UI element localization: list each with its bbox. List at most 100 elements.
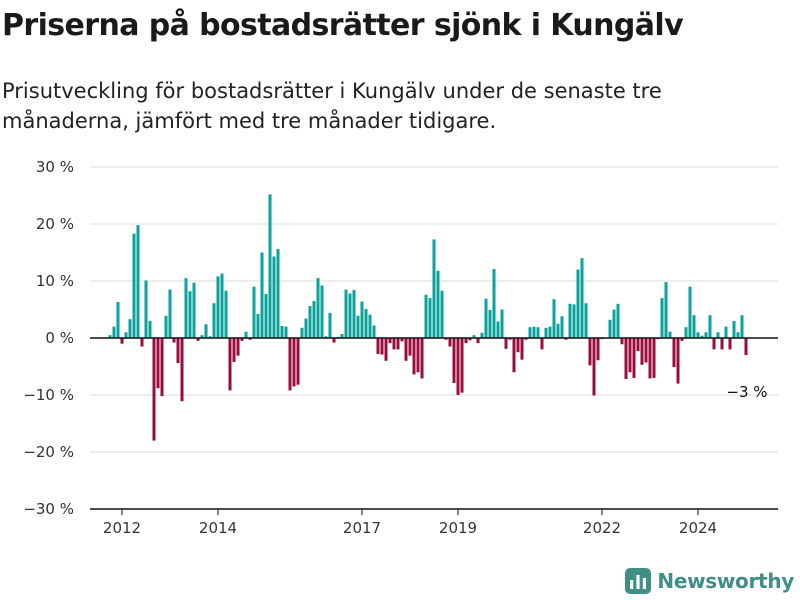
bar bbox=[232, 338, 236, 362]
bar-series bbox=[108, 194, 748, 441]
bar bbox=[560, 316, 564, 338]
bar bbox=[264, 294, 268, 338]
bar bbox=[628, 338, 632, 373]
bar bbox=[252, 286, 256, 338]
bar bbox=[736, 332, 740, 338]
bar bbox=[380, 338, 384, 355]
bar bbox=[116, 302, 120, 338]
bar bbox=[592, 338, 596, 396]
bar bbox=[236, 338, 240, 356]
bar bbox=[212, 303, 216, 338]
bar bbox=[672, 338, 676, 368]
bar bbox=[320, 285, 324, 338]
x-tick-label: 2017 bbox=[343, 519, 381, 537]
bar bbox=[504, 338, 508, 349]
x-tick-label: 2022 bbox=[583, 519, 621, 537]
bar bbox=[164, 315, 168, 338]
bar bbox=[448, 338, 452, 347]
bar bbox=[700, 335, 704, 338]
bar bbox=[664, 282, 668, 338]
bar bbox=[392, 338, 396, 350]
bar bbox=[340, 334, 344, 338]
bar bbox=[124, 332, 128, 338]
bar bbox=[416, 338, 420, 373]
bar bbox=[548, 326, 552, 338]
bar bbox=[420, 338, 424, 379]
bar bbox=[528, 327, 532, 338]
bar bbox=[452, 338, 456, 384]
bar bbox=[160, 338, 164, 397]
bar bbox=[536, 327, 540, 338]
bar bbox=[544, 327, 548, 338]
bar bbox=[368, 314, 372, 338]
bar-chart-logo-icon bbox=[625, 568, 652, 594]
bar bbox=[120, 338, 124, 344]
bar bbox=[332, 338, 336, 343]
bar bbox=[616, 303, 620, 338]
bar bbox=[148, 320, 152, 338]
bar bbox=[296, 338, 300, 385]
bar bbox=[176, 338, 180, 364]
axes: −30 % −20 % −10 % 0 % 10 % 20 % 30 % 2012 2014 20… bbox=[23, 158, 778, 537]
bar bbox=[636, 338, 640, 352]
bar bbox=[596, 338, 600, 361]
bar bbox=[396, 338, 400, 350]
bar bbox=[140, 338, 144, 347]
bar bbox=[372, 325, 376, 338]
bar bbox=[488, 310, 492, 338]
bar bbox=[572, 304, 576, 338]
bar bbox=[520, 338, 524, 360]
bar bbox=[436, 270, 440, 338]
y-tick-label: −10 % bbox=[23, 386, 74, 404]
bar bbox=[132, 233, 136, 338]
y-tick-label: 10 % bbox=[36, 272, 74, 290]
bar bbox=[500, 309, 504, 338]
bar bbox=[576, 269, 580, 338]
bar bbox=[568, 303, 572, 338]
brand-logo: Newsworthy bbox=[625, 568, 794, 594]
bar bbox=[272, 256, 276, 338]
bar bbox=[388, 338, 392, 344]
bar bbox=[172, 338, 176, 343]
bar bbox=[224, 290, 228, 338]
bar bbox=[708, 315, 712, 338]
bar bbox=[400, 338, 404, 342]
bar bbox=[468, 338, 472, 341]
bar bbox=[184, 278, 188, 338]
bar bbox=[324, 336, 328, 338]
bar bbox=[228, 338, 232, 391]
bar bbox=[564, 338, 568, 340]
bar bbox=[300, 327, 304, 338]
bar bbox=[624, 338, 628, 380]
y-tick-label: −20 % bbox=[23, 443, 74, 461]
bar bbox=[676, 338, 680, 384]
bar bbox=[740, 315, 744, 338]
bar bbox=[692, 315, 696, 338]
bar bbox=[376, 338, 380, 354]
bar bbox=[244, 331, 248, 338]
bar bbox=[356, 315, 360, 338]
bar bbox=[192, 282, 196, 338]
bar bbox=[208, 336, 212, 338]
bar bbox=[456, 338, 460, 395]
bar bbox=[484, 298, 488, 338]
bar bbox=[640, 338, 644, 365]
bar bbox=[352, 290, 356, 338]
bar bbox=[460, 338, 464, 393]
y-tick-label: −30 % bbox=[23, 500, 74, 518]
bar bbox=[412, 338, 416, 375]
bar bbox=[464, 338, 468, 344]
bar bbox=[288, 338, 292, 391]
bar bbox=[728, 338, 732, 350]
bar bbox=[644, 338, 648, 363]
bar bbox=[200, 335, 204, 338]
y-tick-label: 0 % bbox=[45, 329, 74, 347]
bar bbox=[344, 289, 348, 338]
bar bbox=[688, 286, 692, 338]
bar bbox=[220, 273, 224, 338]
bar bbox=[724, 326, 728, 338]
bar bbox=[316, 278, 320, 338]
bar bbox=[552, 299, 556, 338]
bar bbox=[732, 320, 736, 338]
bar bbox=[188, 291, 192, 338]
